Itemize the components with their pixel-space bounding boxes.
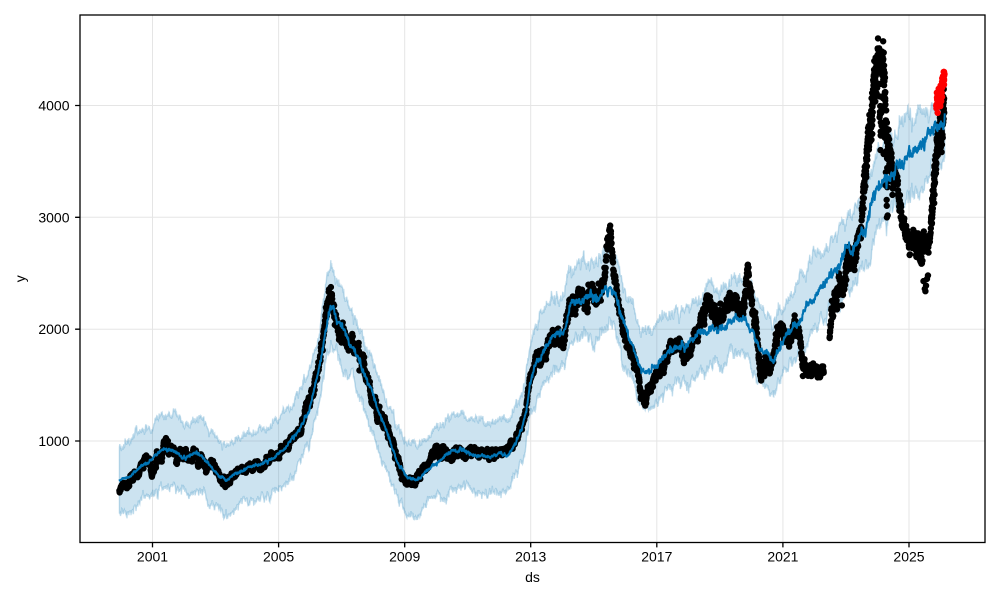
svg-text:2013: 2013 (515, 549, 546, 565)
svg-text:2005: 2005 (263, 549, 294, 565)
svg-text:y: y (12, 275, 28, 282)
svg-text:4000: 4000 (38, 98, 69, 114)
svg-text:3000: 3000 (38, 209, 69, 225)
svg-text:2000: 2000 (38, 321, 69, 337)
svg-text:2021: 2021 (767, 549, 798, 565)
svg-text:1000: 1000 (38, 433, 69, 449)
svg-text:2017: 2017 (641, 549, 672, 565)
svg-text:2009: 2009 (389, 549, 420, 565)
svg-text:2025: 2025 (893, 549, 924, 565)
svg-text:ds: ds (525, 569, 540, 585)
svg-text:2001: 2001 (137, 549, 168, 565)
